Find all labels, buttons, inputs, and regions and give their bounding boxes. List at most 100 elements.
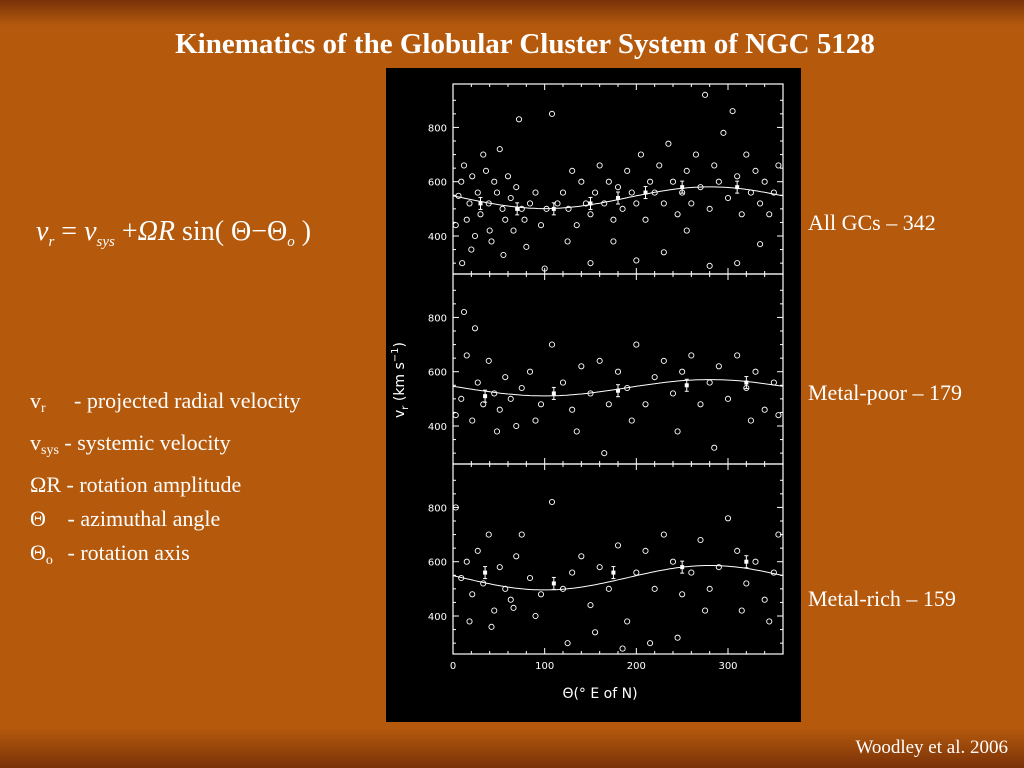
gc-data-point: [493, 189, 501, 196]
binned-mean-point: [643, 190, 648, 195]
gc-data-point: [610, 216, 617, 223]
gc-data-point: [633, 569, 640, 576]
gc-data-point: [729, 108, 736, 115]
gc-data-point: [578, 178, 585, 185]
gc-data-point: [587, 390, 594, 397]
gc-data-point: [614, 542, 622, 549]
gc-data-point: [592, 189, 599, 196]
gc-data-point: [502, 585, 509, 592]
gc-data-point: [656, 162, 663, 169]
gc-data-point: [463, 216, 470, 223]
gc-data-point: [660, 531, 667, 538]
gc-data-point: [752, 558, 759, 565]
gc-data-point: [775, 412, 782, 419]
gc-data-point: [466, 618, 473, 625]
gc-data-point: [510, 227, 517, 234]
gc-data-point: [614, 184, 622, 191]
gc-data-point: [491, 178, 498, 185]
y-tick-label: 600: [428, 178, 447, 189]
gc-data-point: [502, 374, 509, 381]
gc-data-point: [466, 200, 473, 207]
gc-data-point: [526, 368, 534, 375]
gc-data-point: [743, 580, 750, 587]
gc-data-point: [724, 515, 732, 522]
gc-data-point: [504, 173, 512, 180]
gc-data-point: [706, 205, 713, 212]
gc-data-point: [499, 205, 506, 212]
gc-data-point: [469, 417, 476, 424]
gc-data-point: [559, 189, 567, 196]
gc-data-point: [633, 200, 640, 207]
gc-data-point: [548, 110, 556, 117]
gc-data-point: [569, 406, 576, 413]
gc-data-point: [610, 238, 617, 245]
gc-data-point: [702, 91, 709, 98]
gc-data-point: [488, 623, 495, 630]
gc-data-point: [513, 553, 520, 560]
gc-data-point: [587, 260, 594, 267]
gc-data-point: [482, 167, 490, 174]
gc-data-point: [679, 368, 686, 375]
gc-data-point: [706, 379, 713, 386]
gc-data-point: [471, 325, 479, 332]
gc-data-point: [480, 151, 487, 158]
gc-data-point: [565, 205, 572, 212]
panel-label-metal-rich: Metal-rich – 159: [808, 586, 956, 611]
gc-data-point: [674, 428, 681, 435]
gc-data-point: [559, 585, 567, 592]
velocity-plot-svg: vr (km s−1) Θ(° E of N) 400 600 800 400 600 8…: [390, 83, 784, 702]
gc-data-point: [543, 205, 550, 212]
gc-data-point: [569, 167, 576, 174]
gc-data-point: [569, 569, 576, 576]
gc-data-point: [573, 428, 580, 435]
gc-data-point: [770, 569, 777, 576]
binned-mean-point: [744, 559, 749, 564]
panel-frame: [452, 83, 784, 275]
symbol-legend: vr - projected radial velocity vsys - sys…: [30, 384, 301, 578]
legend-row-theta0: Θo - rotation axis: [30, 540, 190, 568]
gc-data-point: [734, 173, 741, 180]
binned-mean-point: [616, 388, 620, 393]
gc-data-point: [507, 194, 514, 202]
gc-data-point: [711, 444, 718, 451]
citation: Woodley et al. 2006: [855, 737, 1008, 758]
gc-data-point: [513, 184, 520, 191]
gc-data-point: [596, 564, 603, 571]
gc-data-point: [660, 200, 667, 207]
binned-mean-point: [483, 394, 488, 399]
gc-data-point: [469, 591, 476, 598]
gc-data-point: [548, 498, 556, 506]
gc-data-point: [471, 232, 479, 240]
gc-data-point: [734, 260, 741, 267]
gc-data-point: [757, 200, 764, 207]
gc-data-point: [463, 352, 470, 359]
gc-data-point: [458, 574, 465, 582]
gc-data-point: [513, 422, 520, 430]
gc-data-point: [761, 178, 768, 185]
gc-data-point: [752, 167, 759, 174]
binned-mean-point: [551, 206, 556, 211]
gc-data-point: [523, 243, 530, 250]
gc-data-point: [688, 200, 695, 207]
gc-data-point: [669, 558, 677, 565]
gc-data-point: [526, 574, 534, 582]
gc-data-point: [702, 607, 709, 614]
binned-mean-point: [616, 196, 620, 200]
gc-data-point: [518, 384, 525, 392]
binned-mean-point: [483, 570, 488, 575]
gc-data-point: [460, 308, 468, 316]
x-tick-label: 0: [450, 661, 456, 672]
gc-data-point: [660, 249, 667, 256]
gc-data-point: [743, 151, 750, 158]
gc-data-point: [500, 251, 507, 259]
gc-data-point: [459, 260, 466, 267]
gc-data-point: [486, 227, 493, 234]
gc-data-point: [493, 428, 501, 435]
gc-data-point: [496, 564, 503, 571]
gc-data-point: [669, 390, 677, 397]
gc-data-point: [474, 547, 481, 554]
gc-data-point: [757, 241, 764, 248]
legend-row-vr: vr - projected radial velocity: [30, 388, 301, 416]
y-tick-label: 800: [428, 313, 447, 324]
gc-data-point: [715, 363, 722, 370]
